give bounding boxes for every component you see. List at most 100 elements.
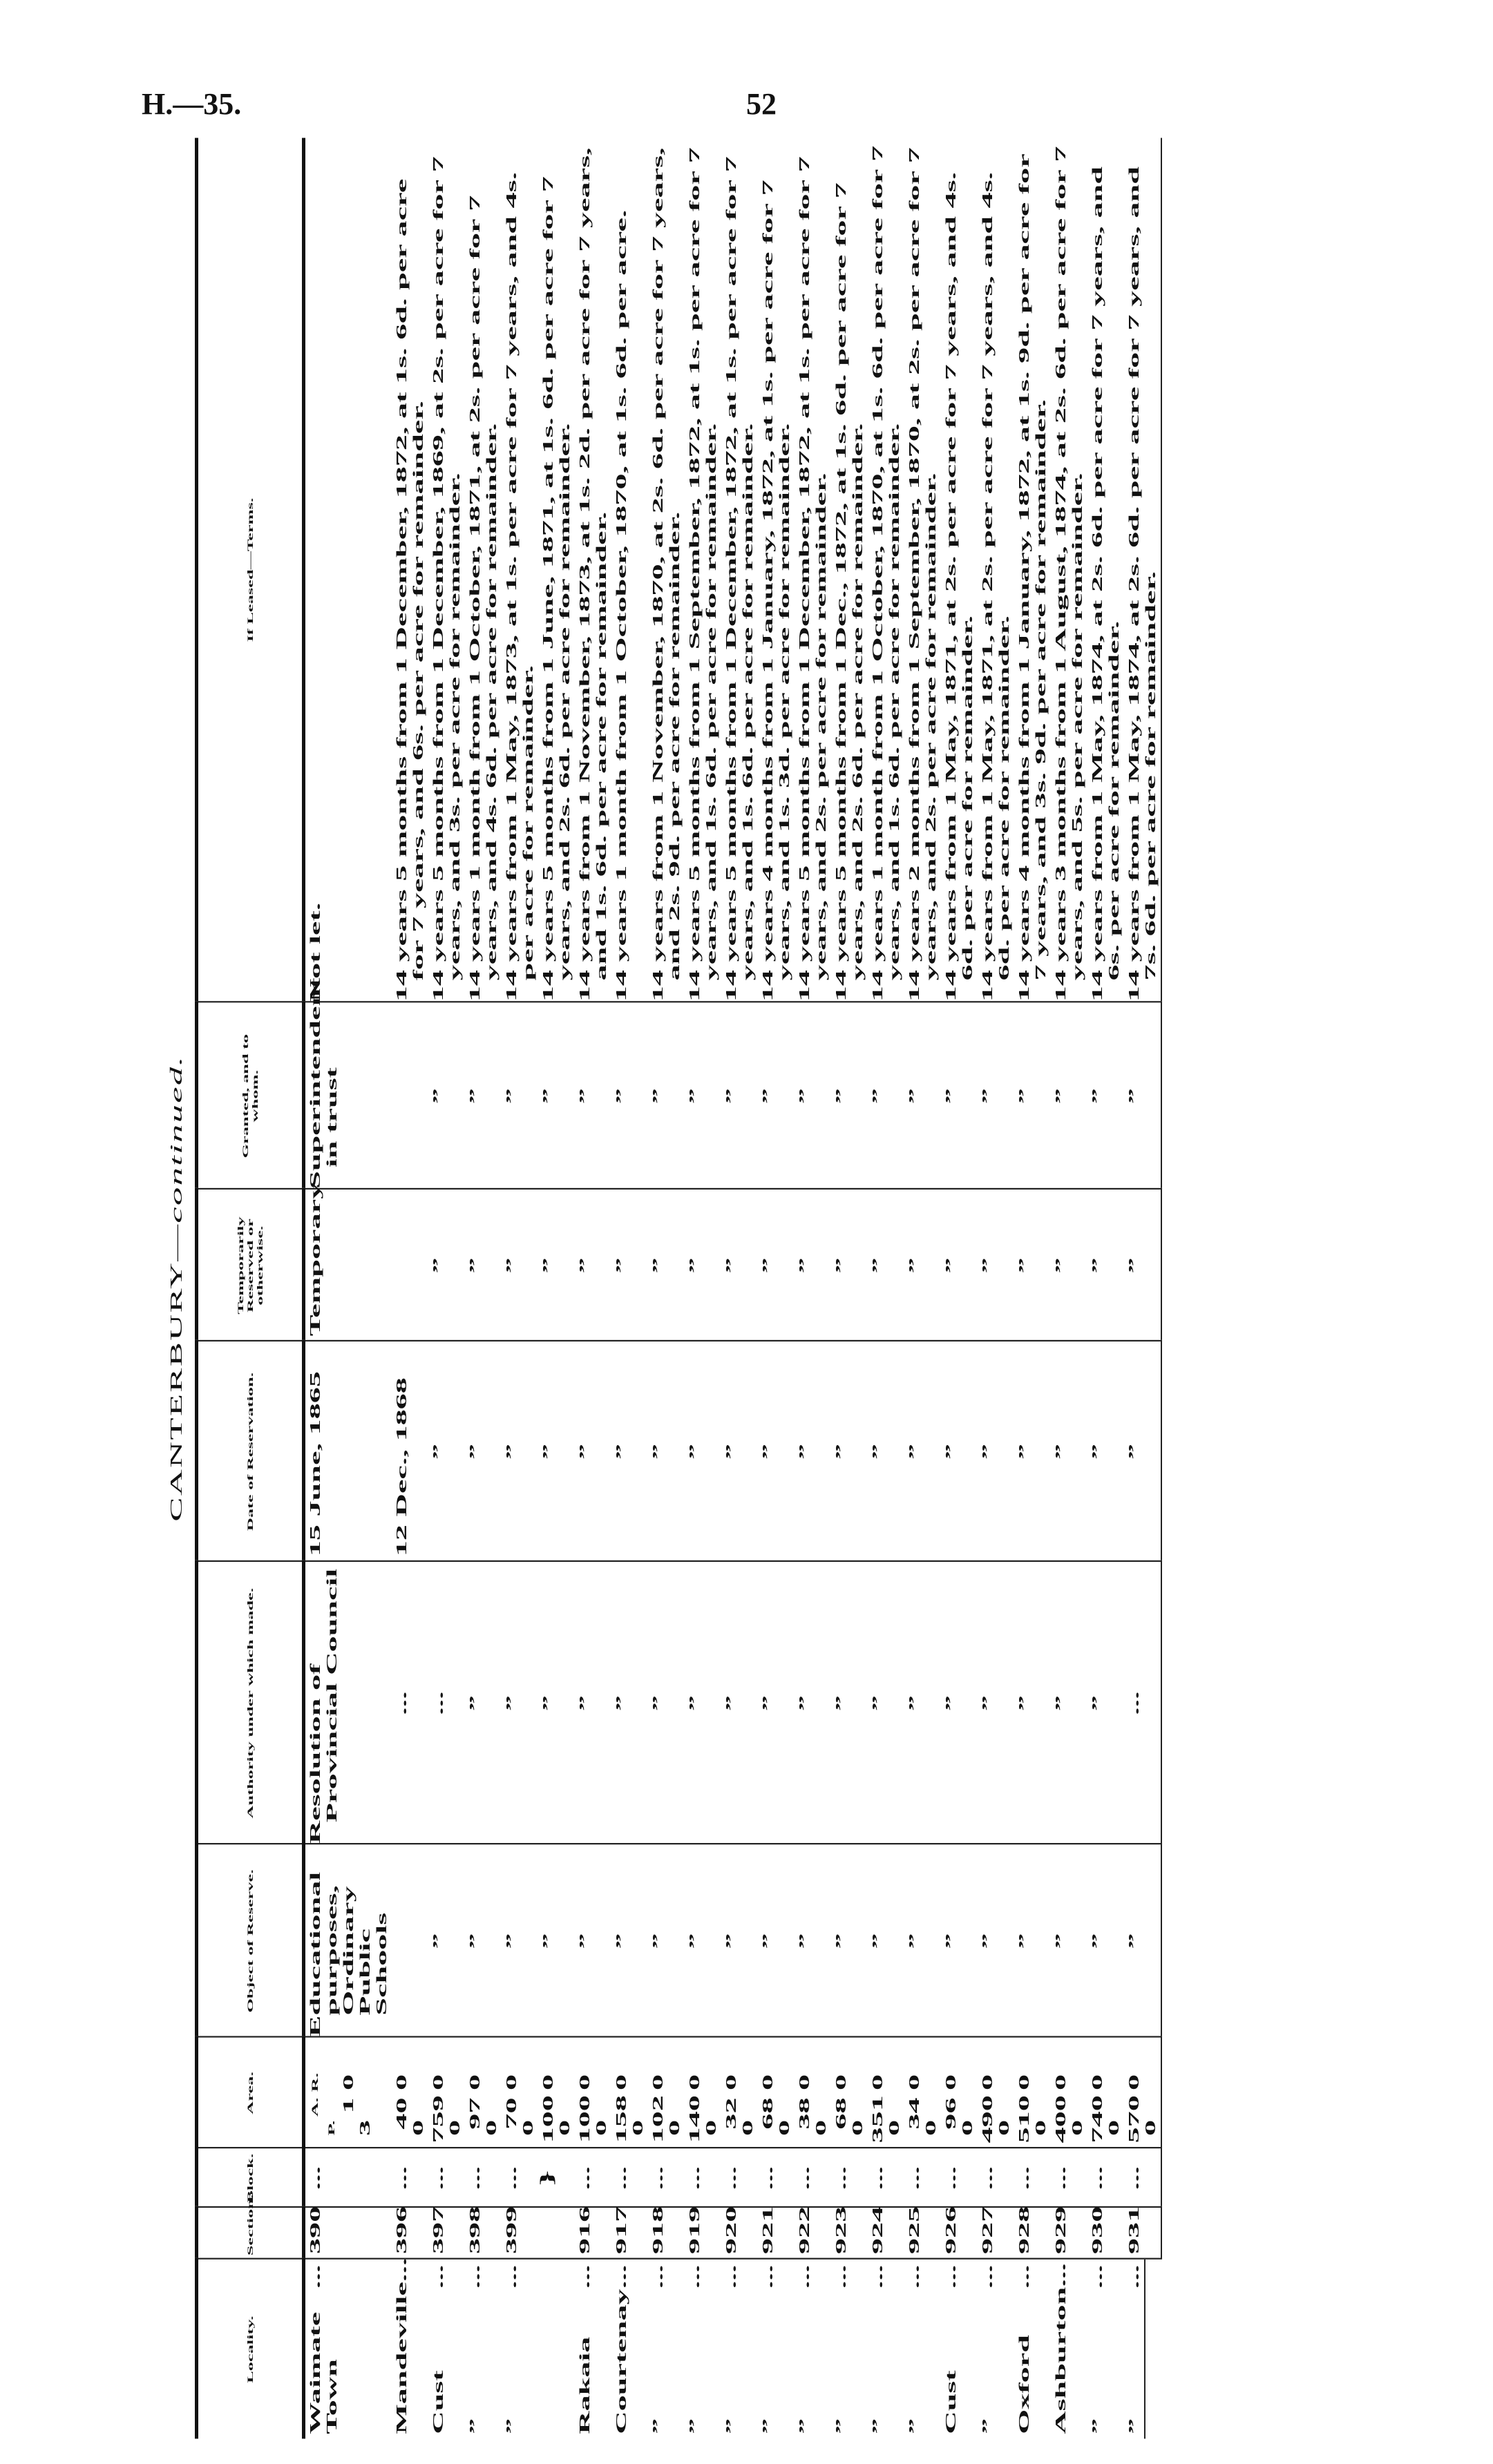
temporary-cell: ” (795, 1190, 831, 1341)
area-cell: 40000 (1051, 2037, 1087, 2149)
title-main: CANTERBURY— (168, 1223, 186, 1522)
block: ... (979, 2166, 996, 2190)
block-cell: ... (392, 2148, 428, 2208)
block: ... (796, 2166, 812, 2190)
block: ... (466, 2166, 483, 2190)
locality-cell: ”... (721, 2260, 741, 2439)
leader-dots: ... (613, 2264, 629, 2289)
perches: 0 (996, 2119, 1012, 2137)
header-row: Locality. Section. Block. Area. Object of Re… (196, 137, 304, 2439)
terms-cell: 14 years 1 month from 1 October, 1870, a… (868, 137, 904, 1003)
section-cell: 918 (648, 2206, 685, 2260)
area-cell: 14000 (685, 2037, 721, 2149)
terms-cell: 14 years 3 months from 1 August, 1874, a… (1051, 137, 1087, 1003)
locality-cell: Waimate Town... (305, 2260, 342, 2439)
granted-cell: ” (1014, 1002, 1051, 1190)
table-row: Mandeville... 396... 4000... 12 Dec., 1868 1… (392, 137, 428, 2439)
acres: 100 (576, 2095, 593, 2143)
temporary-cell: Temporary (303, 1183, 392, 1341)
locality-cell: ”... (1124, 2260, 1145, 2439)
block-cell: ... (831, 2148, 868, 2208)
acres: 740 (1089, 2095, 1105, 2143)
object-cell: ” (758, 1844, 795, 2038)
terms-cell: 14 years 4 months from 1 January, 1872, … (1014, 137, 1051, 1003)
date-cell: ” (428, 1341, 465, 1562)
block-cell: ... (978, 2148, 1014, 2208)
perches: 0 (922, 2119, 939, 2137)
acres: 97 (466, 2097, 483, 2130)
object-cell: ” (978, 1844, 1014, 2038)
object-cell: ” (1124, 1844, 1161, 2038)
perches: 0 (1142, 2119, 1159, 2137)
block: ... (503, 2166, 520, 2190)
date-cell: ” (1124, 1341, 1161, 1562)
section-cell: 920 (721, 2206, 758, 2260)
section-cell: 927 (978, 2206, 1014, 2260)
table-row: Waimate Town... 390... A.R.P. 103 Educationa… (303, 137, 392, 2439)
perches: 0 (629, 2119, 646, 2137)
area-cell: 57000 (1124, 2037, 1161, 2149)
locality-cell: Oxford... (1014, 2260, 1034, 2439)
granted-cell: ” (978, 1002, 1014, 1190)
date-cell: ” (502, 1341, 538, 1562)
column-header: Locality. (196, 2259, 304, 2439)
area-cell: 10000 (575, 2037, 611, 2149)
perches: 0 (776, 2119, 792, 2137)
date-cell: ” (904, 1341, 941, 1562)
roods: 0 (723, 2074, 739, 2091)
acres: 140 (686, 2095, 703, 2143)
authority-cell: ” (721, 1562, 758, 1845)
section-cell: 931 (1124, 2206, 1161, 2260)
table-row: ”... 931... 57000”...””” 14 years from 1 Ma… (1124, 137, 1161, 2439)
acres: 351 (869, 2095, 886, 2143)
temporary-cell: ” (1014, 1190, 1051, 1341)
locality-cell (538, 2260, 542, 2439)
table-row: ”... 918... 10200””””” 14 years from 1 Nove… (648, 137, 685, 2439)
acres: 570 (1125, 2095, 1142, 2143)
perches: 0 (556, 2119, 573, 2137)
column-header: Granted, and to whom. (196, 1002, 304, 1190)
acres: 490 (979, 2095, 996, 2143)
locality: ” (833, 2418, 849, 2434)
block: ... (942, 2166, 959, 2190)
roods: 0 (1016, 2074, 1032, 2091)
object-cell: ” (795, 1844, 831, 2038)
granted-cell: ” (575, 1002, 611, 1190)
terms-cell: 14 years 2 months from 1 September, 1870… (904, 137, 941, 1003)
area-cell: 35100 (868, 2037, 904, 2149)
acres: 96 (942, 2097, 959, 2130)
table-row: ”... 927... 49000””””” 14 years from 1 May,… (978, 137, 1014, 2439)
terms-cell: 14 years 1 month from 1 October, 1870, a… (611, 137, 648, 1003)
block: ... (1089, 2166, 1105, 2190)
block-cell: ... (648, 2148, 685, 2208)
perches: 3 (356, 2119, 373, 2137)
object-cell: ” (721, 1844, 758, 2038)
area-cell: 51000 (1014, 2037, 1051, 2149)
reserves-table: Locality. Section. Block. Area. Object of Re… (195, 137, 1162, 2439)
roods: 0 (906, 2074, 922, 2091)
acres: 158 (613, 2095, 629, 2143)
rotated-table-block: CANTERBURY—continued. Locality. Section. B… (159, 137, 1382, 2439)
date-cell: ” (795, 1341, 831, 1562)
object-cell: ” (575, 1844, 611, 2038)
section-cell: 398 (465, 2206, 502, 2260)
locality: ” (723, 2418, 739, 2434)
area-cell: 3800 (795, 2037, 831, 2149)
leader-dots: ... (503, 2264, 520, 2289)
locality-cell: ”... (904, 2260, 924, 2439)
table-row: ”... 925... 3400””””” 14 years 2 months fro… (904, 137, 941, 2439)
temporary-cell: ” (758, 1190, 795, 1341)
roods: 0 (1125, 2074, 1142, 2091)
column-header: Block. (196, 2148, 304, 2208)
locality: ” (869, 2418, 886, 2434)
area-cell: 10000 (538, 2037, 575, 2149)
area-cell: A. R. P. 1 0 3 (303, 2037, 392, 2149)
area-cell: 15800 (611, 2037, 648, 2149)
section-cell: 924 (868, 2206, 904, 2260)
locality: ” (796, 2418, 812, 2434)
leader-dots: ... (686, 2264, 703, 2289)
granted-cell (392, 1002, 428, 1190)
block: ... (649, 2166, 666, 2190)
date-cell: ” (1051, 1341, 1087, 1562)
block-cell: ... (795, 2148, 831, 2208)
